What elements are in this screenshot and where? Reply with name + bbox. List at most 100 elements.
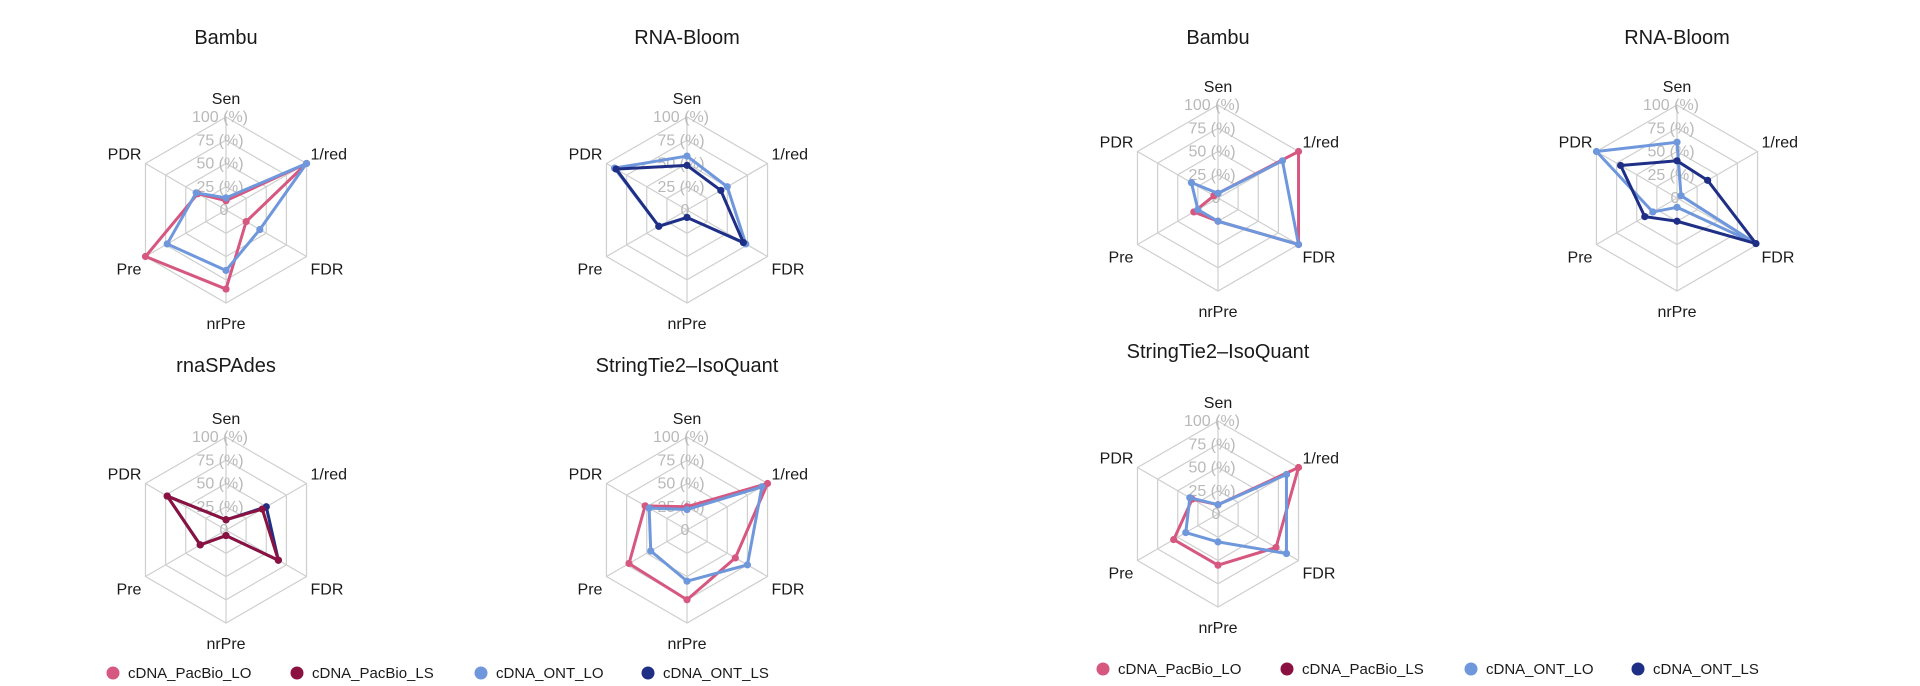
legend-label: cDNA_ONT_LO [1486,661,1594,678]
data-point [258,505,266,513]
axis-spoke [1137,513,1219,562]
axis-label: nrPre [1198,304,1237,321]
axis-label: PDR [108,467,142,484]
data-point [645,504,653,512]
panel-title: Bambu [194,27,257,49]
axis-label: 1/red [1303,135,1339,152]
panel-title: RNA-Bloom [634,27,740,49]
data-point [242,218,250,226]
legend-swatch [106,666,120,680]
legend-swatch [474,666,488,680]
data-point [683,152,691,160]
axis-spoke [1217,197,1299,246]
data-point [1641,213,1649,221]
axis-label: Pre [1568,250,1593,267]
axis-label: 1/red [1303,451,1339,468]
data-point [655,222,663,230]
ring-label: 0 [681,202,690,219]
data-point [723,183,731,191]
data-point [1592,147,1601,156]
axis-spoke [1137,197,1219,246]
data-point [196,541,204,549]
axis-label: nrPre [1198,620,1237,637]
data-point [731,554,739,562]
axis-label: Sen [1204,395,1232,412]
axis-label: 1/red [1762,135,1798,152]
ring-label: 100 (%) [653,429,709,446]
ring-label: 0 [220,202,229,219]
ring-label: 25 (%) [1188,483,1235,500]
ring-label: 100 (%) [192,109,248,126]
data-point [1214,561,1222,569]
data-point [1617,161,1625,170]
data-point [1272,543,1280,552]
ring-label: 50 (%) [1647,144,1694,161]
ring-label: 75 (%) [1188,436,1235,453]
data-point [1294,463,1303,472]
data-point [1673,138,1681,146]
panel-title: StringTie2–IsoQuant [1127,341,1310,363]
axis-label: Pre [117,582,142,599]
legend-label: cDNA_ONT_LS [1653,661,1759,678]
axis-label: Pre [117,262,142,279]
axis-spoke [606,162,688,211]
axis-label: Sen [1204,79,1232,96]
data-point [141,252,150,261]
ring-label: 75 (%) [196,452,243,469]
ring-label: 50 (%) [196,156,243,173]
data-point [1186,494,1194,502]
axis-label: FDR [772,582,805,599]
data-point [1294,240,1303,249]
axis-label: Sen [212,91,240,108]
axis-spoke [1137,466,1219,515]
data-point [647,547,655,555]
ring-label: 100 (%) [1643,97,1699,114]
axis-spoke [606,529,688,578]
ring-label: 25 (%) [1647,167,1694,184]
axis-spoke [606,209,688,258]
axis-label: PDR [569,147,603,164]
axis-label: FDR [1762,250,1795,267]
radar-panel: rnaSPAdes 0 25 (%) 50 (%) 75 (%) 100 (%)Sen 1/… [108,355,347,653]
data-point [758,483,766,491]
ring-label: 75 (%) [196,132,243,149]
legend: cDNA_PacBio_LO cDNA_PacBio_LS cDNA_ONT_LO c… [1096,661,1759,678]
axis-spoke [1596,197,1678,246]
ring-label: 0 [1671,190,1680,207]
ring-label: 100 (%) [1184,97,1240,114]
data-point [612,165,620,173]
axis-label: 1/red [772,147,808,164]
axis-label: FDR [1303,566,1336,583]
legend-label: cDNA_PacBio_LO [128,665,251,682]
axis-label: PDR [569,467,603,484]
panel-title: Bambu [1186,27,1249,49]
axis-label: Sen [212,411,240,428]
axis-label: PDR [1100,451,1134,468]
data-point [683,161,691,169]
axis-label: nrPre [206,636,245,653]
data-point [274,556,282,564]
axis-spoke [145,209,227,258]
data-point [1214,189,1222,197]
panel-title: StringTie2–IsoQuant [596,355,779,377]
axis-label: FDR [311,262,344,279]
axis-spoke [145,482,227,531]
axis-label: PDR [1559,135,1593,152]
data-point [1673,157,1681,165]
data-point [1182,529,1190,537]
data-point [1194,206,1202,214]
ring-label: 100 (%) [653,109,709,126]
data-point [1677,192,1685,200]
data-point [1170,535,1178,544]
ring-label: 25 (%) [1188,167,1235,184]
axis-spoke [145,162,227,211]
legend-swatch [1280,662,1294,676]
axis-spoke [1137,150,1219,199]
data-point [1673,203,1681,211]
ring-label: 0 [220,522,229,539]
data-point [1278,157,1287,165]
data-point [717,186,725,195]
ring-label: 100 (%) [192,429,248,446]
